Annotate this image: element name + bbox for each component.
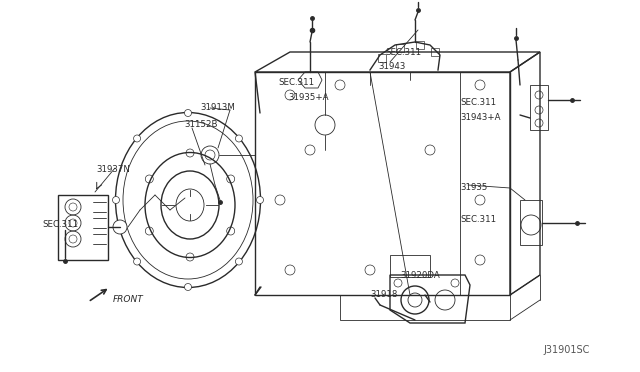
Text: SEC.311: SEC.311 (385, 48, 421, 57)
Circle shape (236, 258, 243, 265)
Circle shape (236, 135, 243, 142)
Text: 31935: 31935 (460, 183, 488, 192)
Text: 31937N: 31937N (96, 165, 130, 174)
Text: 31943: 31943 (378, 62, 405, 71)
Text: 31943+A: 31943+A (460, 113, 500, 122)
Text: 31913M: 31913M (200, 103, 235, 112)
Text: 31935+A: 31935+A (288, 93, 328, 102)
Circle shape (184, 283, 191, 291)
Circle shape (257, 196, 264, 203)
Text: 31918: 31918 (370, 290, 397, 299)
Text: J31901SC: J31901SC (543, 345, 590, 355)
Text: SEC.311: SEC.311 (460, 98, 496, 107)
Circle shape (113, 220, 127, 234)
Text: SEC.311: SEC.311 (42, 220, 78, 229)
Circle shape (134, 258, 141, 265)
Text: SEC.311: SEC.311 (278, 78, 314, 87)
Circle shape (184, 109, 191, 116)
Text: SEC.311: SEC.311 (460, 215, 496, 224)
Circle shape (113, 196, 120, 203)
Text: 31920DA: 31920DA (400, 271, 440, 280)
Text: FRONT: FRONT (113, 295, 144, 304)
Circle shape (134, 135, 141, 142)
Text: 31152B: 31152B (184, 120, 218, 129)
